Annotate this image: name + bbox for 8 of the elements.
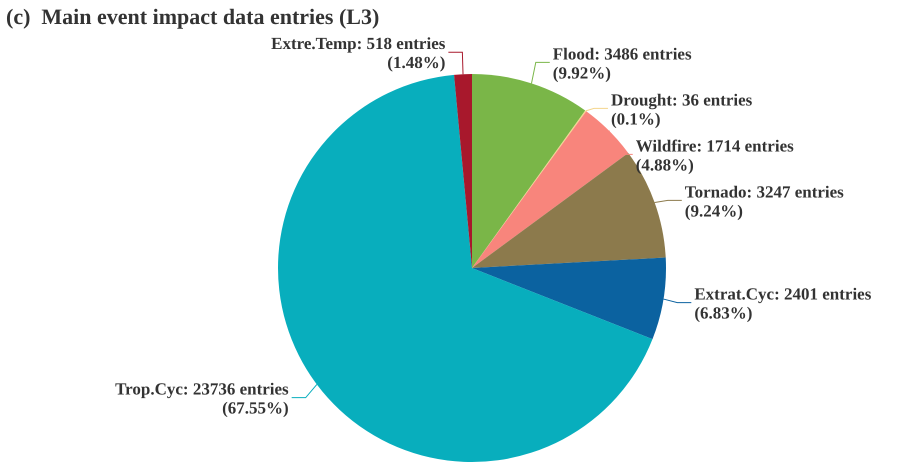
slice-label: Drought: 36 entries (0.1%) — [610, 90, 753, 128]
slice-label: Wildfire: 1714 entries (4.88%) — [636, 136, 794, 174]
slice-label: Tornado: 3247 entries (9.24%) — [684, 182, 844, 220]
slice-label: Trop.Cyc: 23736 entries (67.55%) — [115, 380, 290, 418]
chart-title: (c) Main event impact data entries (L3) — [6, 4, 380, 29]
slice-label: Flood: 3486 entries (9.92%) — [552, 44, 692, 82]
slice-label: Extrat.Cyc: 2401 entries (6.83%) — [694, 284, 872, 323]
slice-label: Extre.Temp: 518 entries (1.48%) — [271, 34, 446, 72]
